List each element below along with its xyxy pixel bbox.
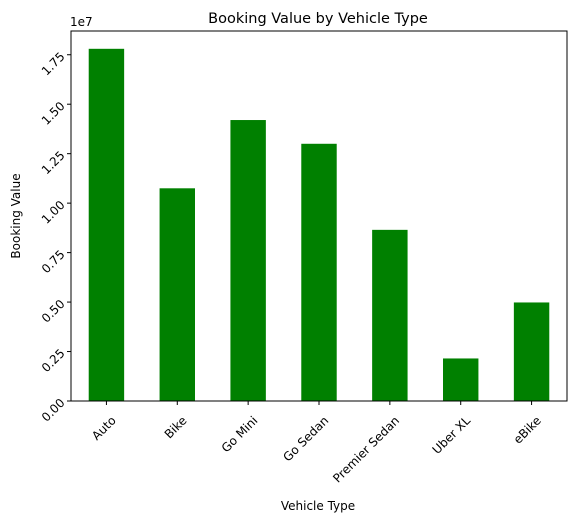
y-tick-label: 1.25	[39, 148, 68, 177]
bar-bike	[159, 188, 195, 401]
bar-premier-sedan	[372, 229, 408, 401]
y-tick-label: 1.75	[39, 49, 68, 78]
y-tick-label: 0.50	[39, 297, 68, 326]
x-tick-label: Go Mini	[219, 413, 261, 455]
y-tick-label: 0.00	[39, 396, 68, 425]
bar-go-mini	[230, 120, 266, 402]
bars-group	[88, 48, 550, 402]
y-tick-label: 1.50	[39, 99, 68, 128]
y-axis-label: Booking Value	[9, 173, 23, 258]
x-tick-label: eBike	[511, 413, 544, 446]
y-tick-label: 1.00	[39, 198, 68, 227]
x-tick-label: Go Sedan	[280, 413, 331, 464]
y-tick-label: 0.25	[39, 346, 68, 375]
x-tick-label: Uber XL	[430, 413, 474, 457]
bar-uber-xl	[443, 358, 479, 401]
bar-auto	[88, 48, 125, 401]
y-offset-label: 1e7	[70, 15, 93, 29]
chart-title: Booking Value by Vehicle Type	[208, 11, 428, 27]
x-tick-label: Auto	[89, 413, 119, 443]
y-tick-label: 0.75	[39, 247, 68, 276]
plot-frame	[70, 30, 568, 402]
bar-go-sedan	[301, 143, 337, 401]
x-tick-label: Bike	[162, 413, 190, 441]
y-ticks-group: 0.00 0.25 0.50 0.75 1.00 1.25 1.50 1.75	[39, 49, 71, 424]
x-tick-label: Premier Sedan	[330, 413, 402, 485]
bar-ebike	[513, 302, 550, 401]
x-axis-label: Vehicle Type	[281, 499, 355, 513]
